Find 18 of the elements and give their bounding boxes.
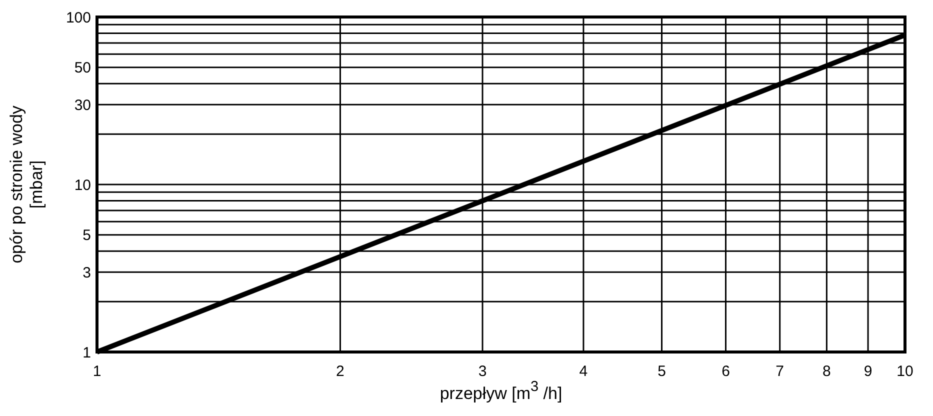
y-axis-title: opór po stronie wody [mbar]	[7, 105, 46, 264]
y-tick-label: 50	[74, 60, 91, 77]
y-tick-label: 3	[82, 264, 91, 282]
y-tick-label: 10	[74, 176, 91, 194]
x-axis-title: przepływ [m$^{3}$ /h]	[440, 379, 562, 403]
x-tick-label: 8	[822, 363, 831, 380]
x-tick-label: 3	[478, 363, 487, 380]
x-tick-label: 4	[579, 363, 588, 380]
x-tick-label: 2	[336, 363, 344, 380]
x-tick-label: 10	[896, 363, 914, 380]
x-tick-label: 5	[658, 363, 666, 380]
x-tick-label: 7	[776, 363, 784, 380]
y-tick-label: 30	[74, 96, 91, 114]
y-tick-label: 100	[66, 9, 91, 26]
x-tick-label: 6	[722, 363, 730, 380]
y-tick-label: 5	[82, 227, 91, 244]
x-tick-label: 9	[864, 363, 872, 380]
y-tick-label: 1	[82, 344, 91, 362]
